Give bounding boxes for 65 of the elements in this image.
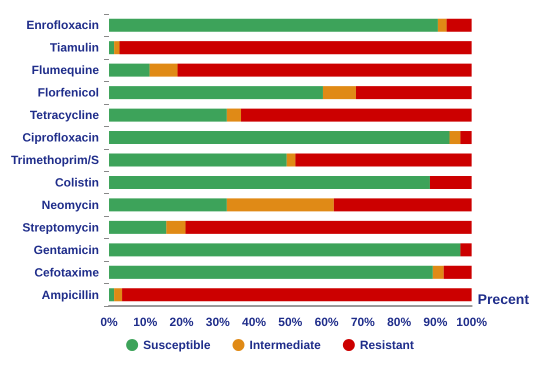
x-tick-label: 80% — [387, 315, 412, 329]
y-tick-label: Ciprofloxacin — [22, 130, 100, 145]
y-tick-label: Trimethoprim/S — [11, 153, 100, 167]
x-tick-label: 0% — [100, 315, 118, 329]
bar — [109, 41, 114, 54]
bar — [122, 288, 472, 302]
y-tick-label: Tetracycline — [30, 108, 100, 122]
bar — [178, 64, 472, 77]
legend-label: Resistant — [360, 338, 414, 352]
x-tick-label: 100% — [456, 315, 488, 329]
x-tick-label: 50% — [278, 315, 303, 329]
bar — [444, 266, 472, 279]
bar — [226, 108, 242, 122]
bar — [109, 288, 114, 302]
bar — [334, 198, 472, 212]
bar — [356, 86, 472, 100]
bar — [109, 243, 460, 256]
legend-label: Intermediate — [249, 338, 322, 352]
bar — [241, 108, 472, 122]
x-tick-label: 90% — [423, 315, 448, 329]
legend-label: Susceptible — [143, 338, 211, 352]
bar — [114, 41, 120, 54]
bar — [438, 18, 447, 32]
bar — [109, 86, 323, 100]
bar — [166, 220, 186, 234]
bar — [446, 18, 472, 32]
x-axis-title: Precent — [478, 291, 530, 307]
y-tick-label: Flumequine — [32, 63, 100, 78]
bar — [322, 86, 356, 100]
bar — [460, 243, 472, 256]
bar — [109, 108, 227, 122]
bar — [460, 131, 472, 144]
bar — [109, 131, 450, 144]
y-tick-label: Cefotaxime — [34, 265, 100, 280]
y-tick-label: Florfenicol — [38, 86, 100, 100]
bar — [120, 41, 472, 54]
y-tick-label: Streptomycin — [22, 220, 100, 234]
bar — [186, 220, 472, 234]
x-tick-label: 20% — [170, 315, 194, 329]
bar — [226, 198, 334, 212]
x-tick-label: 10% — [133, 315, 158, 329]
bar — [109, 176, 430, 189]
y-tick-label: Ampicillin — [42, 288, 100, 302]
x-tick-label: 30% — [206, 315, 230, 329]
y-tick-label: Tiamulin — [50, 40, 100, 55]
bar — [286, 153, 296, 167]
bar — [109, 198, 227, 212]
bar — [109, 64, 150, 77]
y-tick-label: Neomycin — [42, 198, 100, 212]
bar — [430, 176, 472, 189]
bar — [109, 18, 438, 32]
y-tick-label: Gentamicin — [34, 242, 100, 257]
x-tick-label: 70% — [350, 315, 376, 329]
bar — [114, 288, 122, 302]
bar — [432, 266, 444, 279]
y-tick-label: Enrofloxacin — [26, 18, 100, 32]
y-tick-label: Colistin — [55, 175, 100, 190]
bar — [295, 153, 472, 167]
bar — [109, 266, 433, 279]
bar — [450, 131, 460, 144]
bar — [109, 153, 287, 167]
bar — [109, 220, 166, 234]
x-tick-label: 60% — [314, 315, 339, 329]
x-tick-label: 40% — [242, 315, 266, 329]
bar — [150, 64, 178, 77]
